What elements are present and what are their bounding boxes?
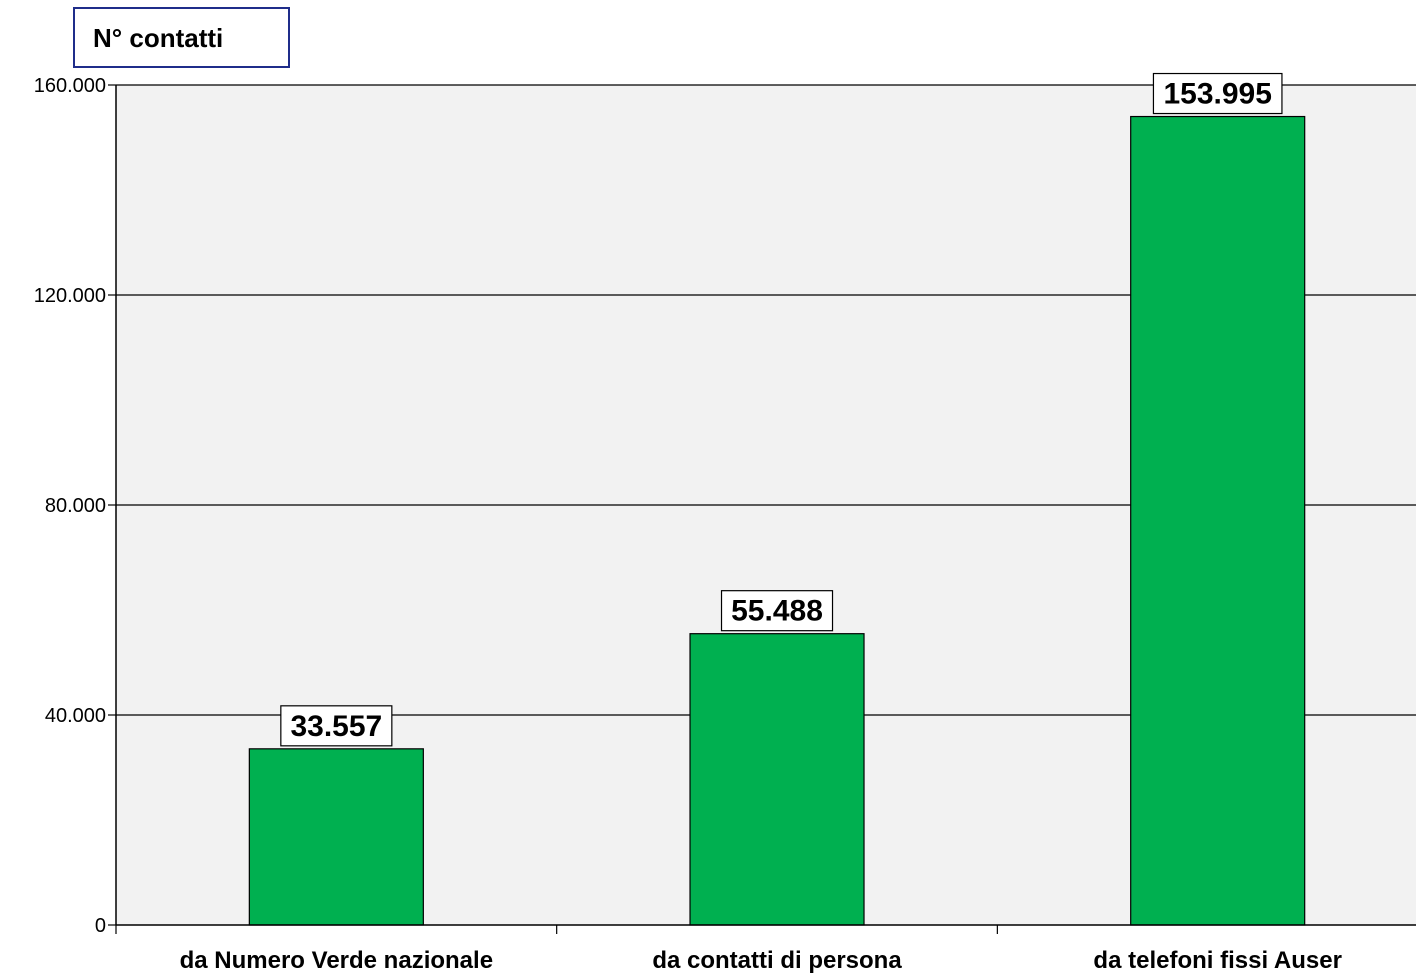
chart-title-box: N° contatti [73,7,290,68]
data-label-box [280,705,393,747]
x-tick-labels: da Numero Verde nazionale da contatti di … [180,947,1342,974]
y-tick-label: 120.000 [34,285,106,307]
data-label: 33.557 [290,710,382,743]
y-tick-label: 0 [95,915,106,937]
data-labels: 33.557 55.488 153.995 [280,72,1283,747]
y-tick-labels: 0 40.000 80.000 120.000 160.000 [34,75,106,937]
data-label: 153.995 [1163,78,1271,111]
chart-title: N° contatti [93,23,224,53]
bar [689,633,865,926]
y-tick-label: 40.000 [45,705,106,727]
x-tick-label: da telefoni fissi Auser [1093,947,1342,974]
axes [108,84,1416,934]
bar [248,748,424,926]
bars [248,115,1306,926]
y-tick-label: 80.000 [45,495,106,517]
data-label-box [1152,72,1283,115]
data-label-box [720,590,834,632]
y-tick-label: 160.000 [34,75,106,97]
bar [1130,115,1306,926]
data-label: 55.488 [731,595,823,628]
x-tick-label: da contatti di persona [652,947,902,974]
x-tick-label: da Numero Verde nazionale [180,947,493,974]
